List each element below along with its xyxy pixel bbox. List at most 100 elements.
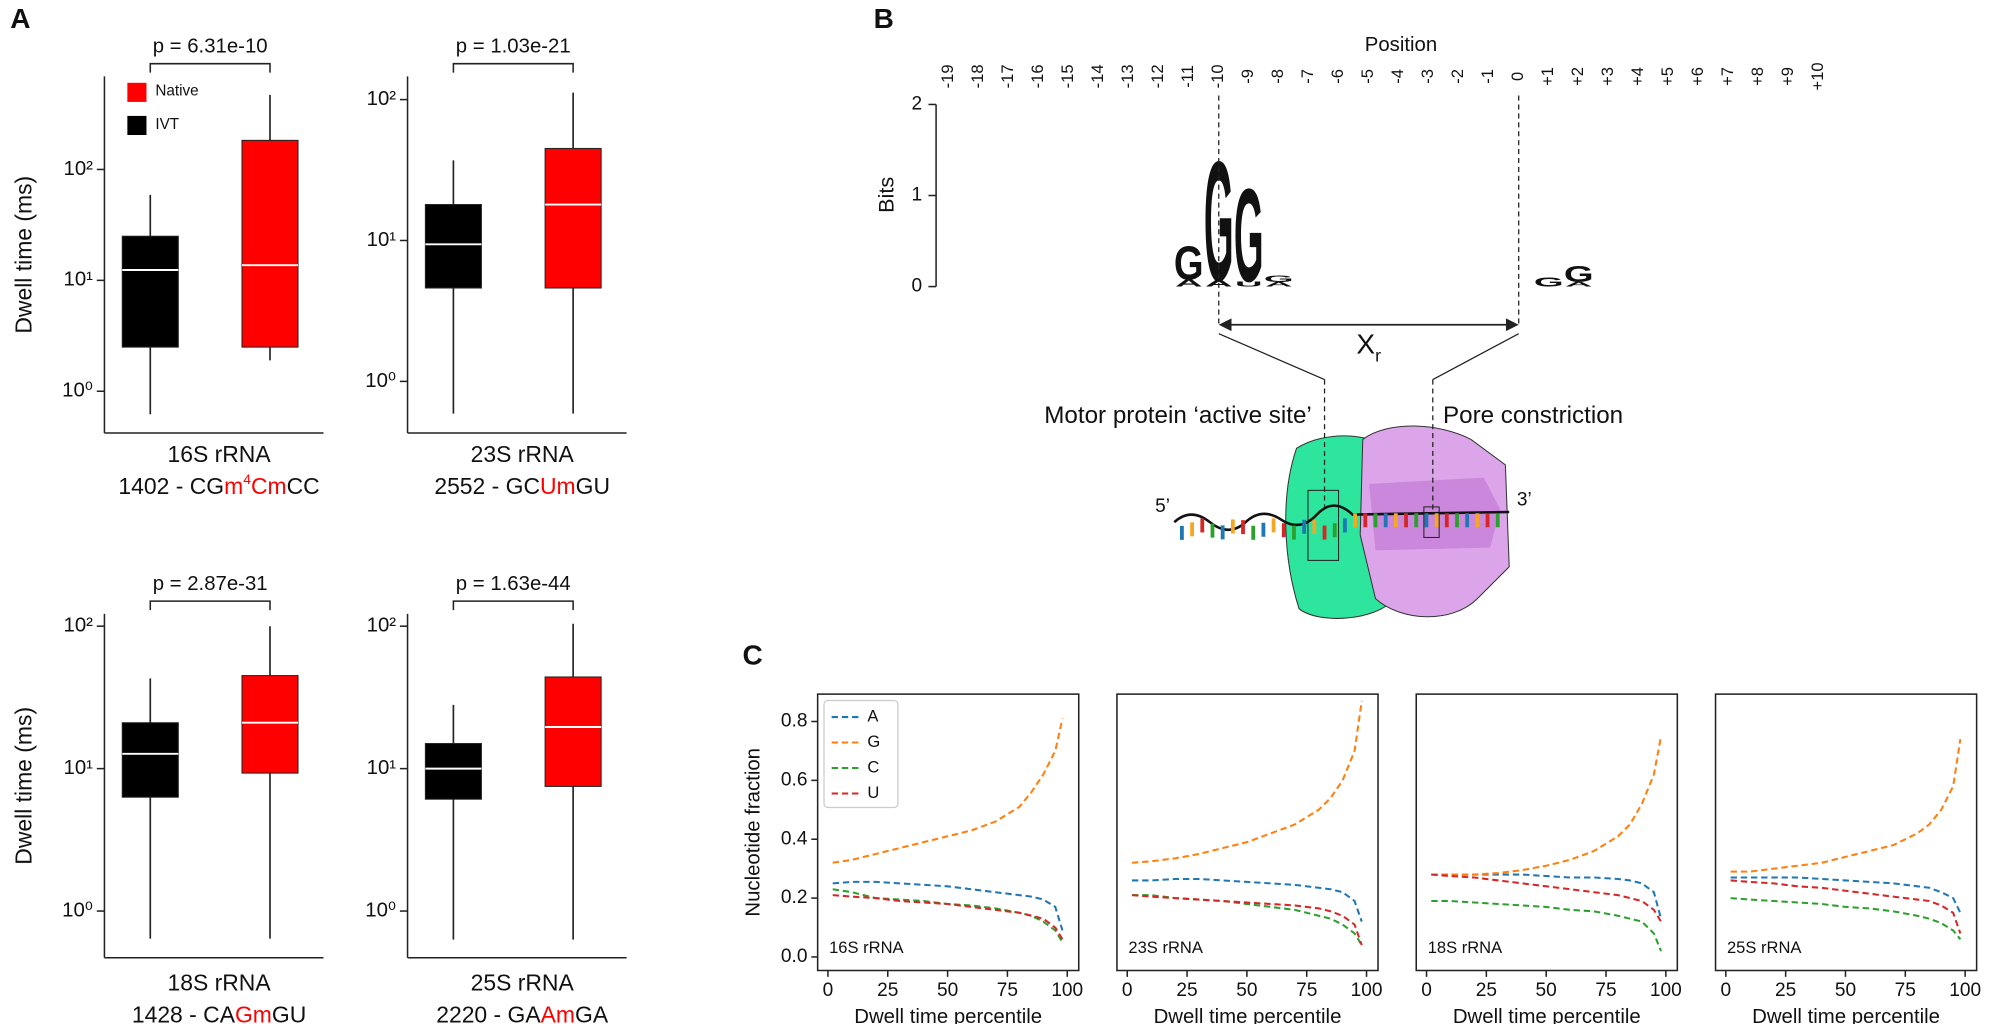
x-axis-label: Dwell time percentile [854, 1006, 1042, 1024]
logo-letter: G [1174, 237, 1204, 290]
position-tick: -11 [1178, 65, 1197, 88]
position-tick: +1 [1538, 67, 1557, 86]
position-tick: +4 [1628, 67, 1647, 86]
p-value: p = 1.03e-21 [456, 36, 571, 58]
x-tick-label: 25 [1775, 980, 1796, 1001]
caption-part: 2552 - GC [434, 473, 540, 499]
series-line [1131, 700, 1363, 864]
chart-label: 23S rRNA [1128, 938, 1203, 957]
y-tick-label: 0.2 [781, 887, 808, 908]
x-tick-label: 75 [1595, 980, 1616, 1001]
y-tick-label: 0.8 [781, 711, 808, 732]
pore-label: Pore constriction [1443, 402, 1623, 429]
logo-letter: G [1234, 162, 1264, 310]
y-tick-label: 0.0 [781, 946, 808, 967]
y-tick-label: 10¹ [64, 269, 94, 291]
p-value: p = 6.31e-10 [153, 36, 268, 58]
position-tick: -12 [1148, 64, 1167, 88]
box [241, 675, 299, 774]
logo-letter: G [1564, 262, 1594, 287]
plot-frame [1714, 693, 1978, 972]
x-axis-label: Dwell time percentile [1154, 1006, 1342, 1024]
p-bracket [452, 62, 574, 73]
logo-letter: A [1265, 281, 1293, 288]
position-tick: -18 [968, 64, 987, 88]
legend-label: IVT [155, 116, 179, 133]
rna-strand [1173, 504, 1510, 532]
x-tick-label: 0 [1721, 980, 1732, 1001]
position-tick: -7 [1298, 69, 1317, 84]
position-tick: +8 [1748, 67, 1767, 86]
series-line [1431, 873, 1662, 923]
caption-part: Am [541, 1001, 575, 1024]
position-tick: +7 [1718, 67, 1737, 86]
legend-label: A [867, 706, 878, 725]
p-bracket [452, 600, 574, 611]
y-tick-label: 10² [64, 615, 94, 637]
p-value: p = 1.63e-44 [456, 573, 571, 595]
motor-label: Motor protein ‘active site’ [1044, 402, 1312, 429]
box [241, 139, 299, 348]
position-tick: 0 [1508, 72, 1527, 81]
y-axis-label: Dwell time (ms) [11, 707, 37, 865]
caption: 2220 - GAAmGA [436, 1001, 609, 1024]
x-tick-label: 100 [1051, 980, 1083, 1001]
caption: 1428 - CAGmGU [132, 1001, 306, 1024]
y-tick-label: 10⁰ [62, 380, 93, 402]
x-tick-label: 0 [1122, 980, 1133, 1001]
chart-title: 16S rRNA [167, 441, 271, 467]
p-bracket [149, 600, 271, 611]
panel-label: C [743, 640, 763, 671]
series-line [1431, 736, 1663, 876]
position-tick: -10 [1208, 64, 1227, 88]
series-line [1730, 876, 1962, 914]
box [121, 722, 179, 798]
legend-label: C [867, 757, 879, 776]
x-tick-label: 75 [1895, 980, 1916, 1001]
bits-tick-label: 0 [911, 276, 922, 297]
series-line [832, 894, 1064, 940]
y-tick-label: 10¹ [367, 229, 397, 251]
distance-sub: r [1375, 345, 1381, 365]
chart-title: 25S rRNA [471, 970, 575, 996]
caption-part: 1428 - CA [132, 1001, 236, 1024]
caption: 1402 - CGm4CmCC [118, 471, 319, 499]
y-axis-label: Dwell time (ms) [11, 176, 37, 334]
x-tick-label: 100 [1949, 980, 1981, 1001]
position-tick: -2 [1448, 69, 1467, 84]
position-tick: -13 [1118, 64, 1137, 88]
legend-label: G [867, 732, 880, 751]
logo-letter: A [1565, 281, 1593, 288]
position-tick: -1 [1478, 69, 1497, 84]
x-tick-label: 0 [823, 980, 834, 1001]
position-tick: -14 [1088, 64, 1107, 88]
position-tick: +5 [1658, 67, 1677, 86]
x-tick-label: 50 [1236, 980, 1257, 1001]
series-line [1132, 877, 1363, 922]
position-tick: -17 [998, 64, 1017, 88]
chart-label: 25S rRNA [1727, 938, 1802, 957]
zoom-lines [1218, 333, 1520, 381]
bits-tick-label: 1 [911, 185, 922, 206]
legend-swatch [127, 82, 147, 102]
position-tick: -15 [1058, 64, 1077, 88]
position-tick: -8 [1268, 69, 1287, 84]
x-tick-label: 25 [1476, 980, 1497, 1001]
x-tick-label: 25 [1176, 980, 1197, 1001]
distance-main: X [1356, 329, 1375, 360]
y-tick-label: 10² [64, 158, 94, 180]
legend-label: U [867, 783, 879, 802]
y-tick-label: 10⁰ [365, 370, 396, 392]
caption-part: 1402 - CG [118, 473, 224, 499]
y-tick-label: 10⁰ [62, 899, 93, 921]
position-tick: +2 [1568, 67, 1587, 86]
x-axis-label: Dwell time percentile [1752, 1006, 1940, 1024]
x-tick-label: 0 [1421, 980, 1432, 1001]
box [544, 676, 602, 787]
y-tick-label: 0.6 [781, 769, 808, 790]
box [424, 204, 482, 289]
bits-label: Bits [873, 177, 898, 213]
position-tick: -5 [1358, 69, 1377, 84]
chart-title: 23S rRNA [471, 441, 575, 467]
caption-part: GU [272, 1001, 306, 1024]
